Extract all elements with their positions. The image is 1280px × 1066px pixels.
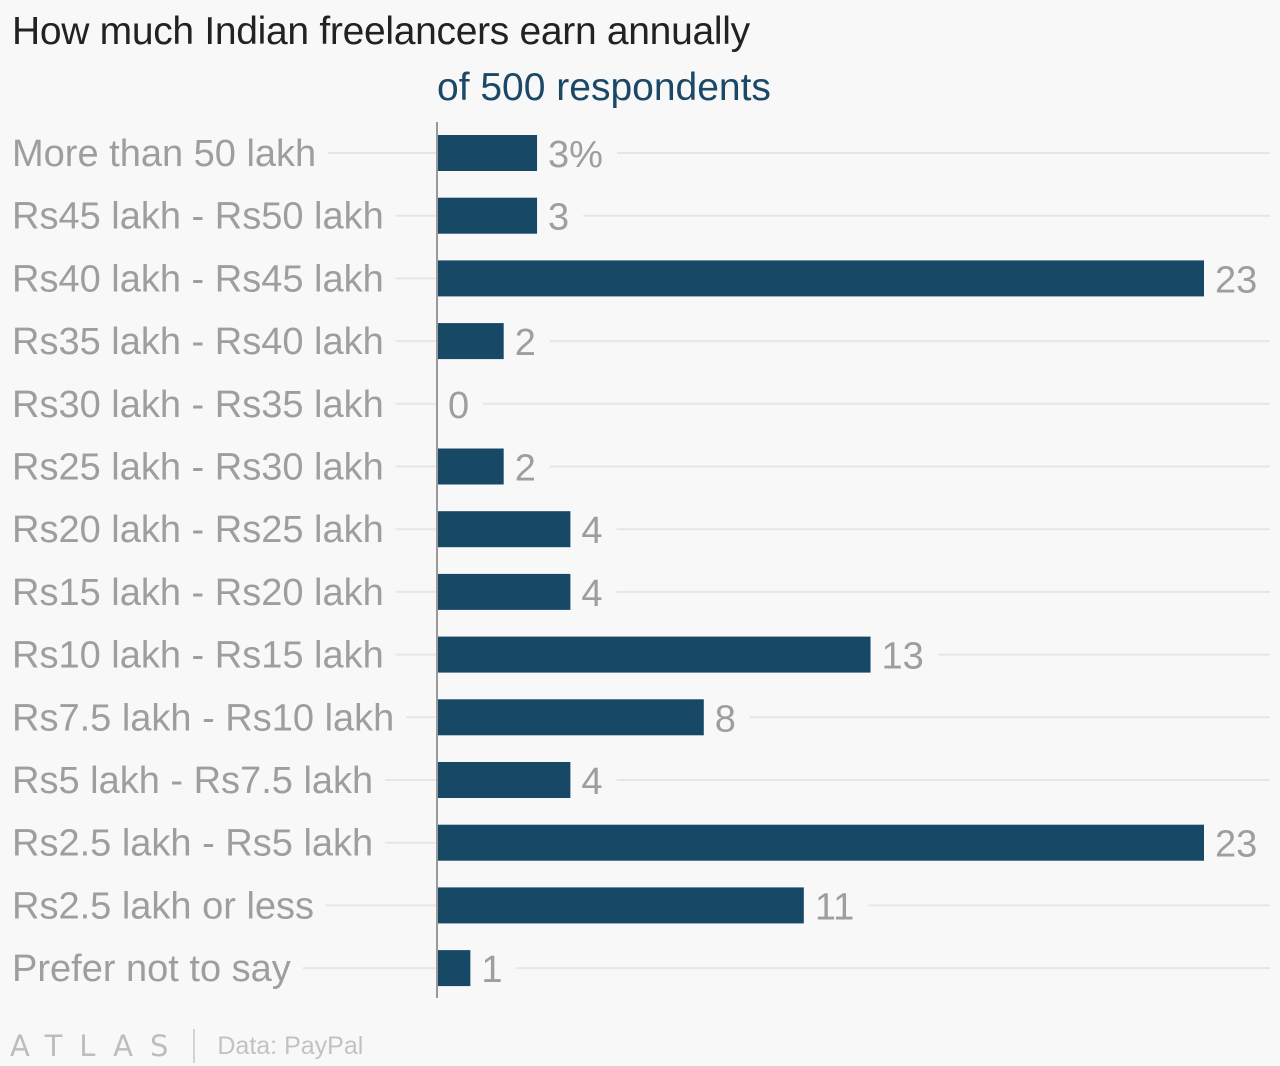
bar[interactable] <box>437 135 538 171</box>
value-label: 4 <box>581 573 602 615</box>
value-label: 13 <box>882 636 924 678</box>
category-label: Rs5 lakh - Rs7.5 lakh <box>12 760 373 802</box>
category-label: Rs10 lakh - Rs15 lakh <box>12 635 384 677</box>
bar[interactable] <box>437 448 504 485</box>
value-label: 4 <box>581 510 602 552</box>
bar-chart: More than 50 lakh 3% Rs45 lakh - Rs50 lakh… <box>12 122 1270 998</box>
bar[interactable] <box>437 323 504 360</box>
value-label: 0 <box>448 385 469 427</box>
bars <box>437 135 1204 987</box>
bar[interactable] <box>437 824 1204 861</box>
value-label: 11 <box>815 886 854 928</box>
bar[interactable] <box>437 762 571 798</box>
category-label: Prefer not to say <box>12 948 291 990</box>
bar[interactable] <box>437 260 1204 297</box>
category-label: Rs2.5 lakh or less <box>12 885 314 927</box>
value-label: 23 <box>1215 259 1257 301</box>
value-label: 2 <box>515 322 536 364</box>
value-label: 23 <box>1215 824 1257 866</box>
atlas-logo[interactable]: ATLAS <box>10 1029 186 1063</box>
value-label: 1 <box>481 949 502 991</box>
category-label: More than 50 lakh <box>12 133 316 175</box>
gridlines <box>302 152 1270 970</box>
bar[interactable] <box>437 197 538 234</box>
category-label: Rs2.5 lakh - Rs5 lakh <box>12 823 373 865</box>
bar[interactable] <box>437 699 704 736</box>
footer-divider <box>193 1029 196 1063</box>
bar[interactable] <box>437 887 804 924</box>
value-label: 2 <box>515 448 536 490</box>
value-label: 3 <box>548 197 569 239</box>
category-label: Rs40 lakh - Rs45 lakh <box>12 258 384 300</box>
category-label: Rs45 lakh - Rs50 lakh <box>12 196 384 238</box>
labels: More than 50 lakh 3% Rs45 lakh - Rs50 lakh… <box>12 133 1257 991</box>
chart-subtitle: of 500 respondents <box>437 66 771 109</box>
category-label: Rs35 lakh - Rs40 lakh <box>12 321 384 363</box>
category-label: Rs30 lakh - Rs35 lakh <box>12 384 384 426</box>
category-label: Rs20 lakh - Rs25 lakh <box>12 509 384 551</box>
value-label: 8 <box>715 698 736 740</box>
category-label: Rs15 lakh - Rs20 lakh <box>12 572 384 614</box>
bar[interactable] <box>437 573 571 610</box>
value-label: 3% <box>548 134 603 176</box>
bar[interactable] <box>437 636 871 673</box>
category-label: Rs7.5 lakh - Rs10 lakh <box>12 697 394 739</box>
source-note: Data: PayPal <box>217 1031 364 1060</box>
footer: ATLAS Data: PayPal <box>10 1026 363 1066</box>
value-label: 4 <box>581 761 602 803</box>
category-label: Rs25 lakh - Rs30 lakh <box>12 447 384 489</box>
chart-title: How much Indian freelancers earn annuall… <box>12 10 750 53</box>
bar[interactable] <box>437 950 471 987</box>
bar[interactable] <box>437 511 571 548</box>
